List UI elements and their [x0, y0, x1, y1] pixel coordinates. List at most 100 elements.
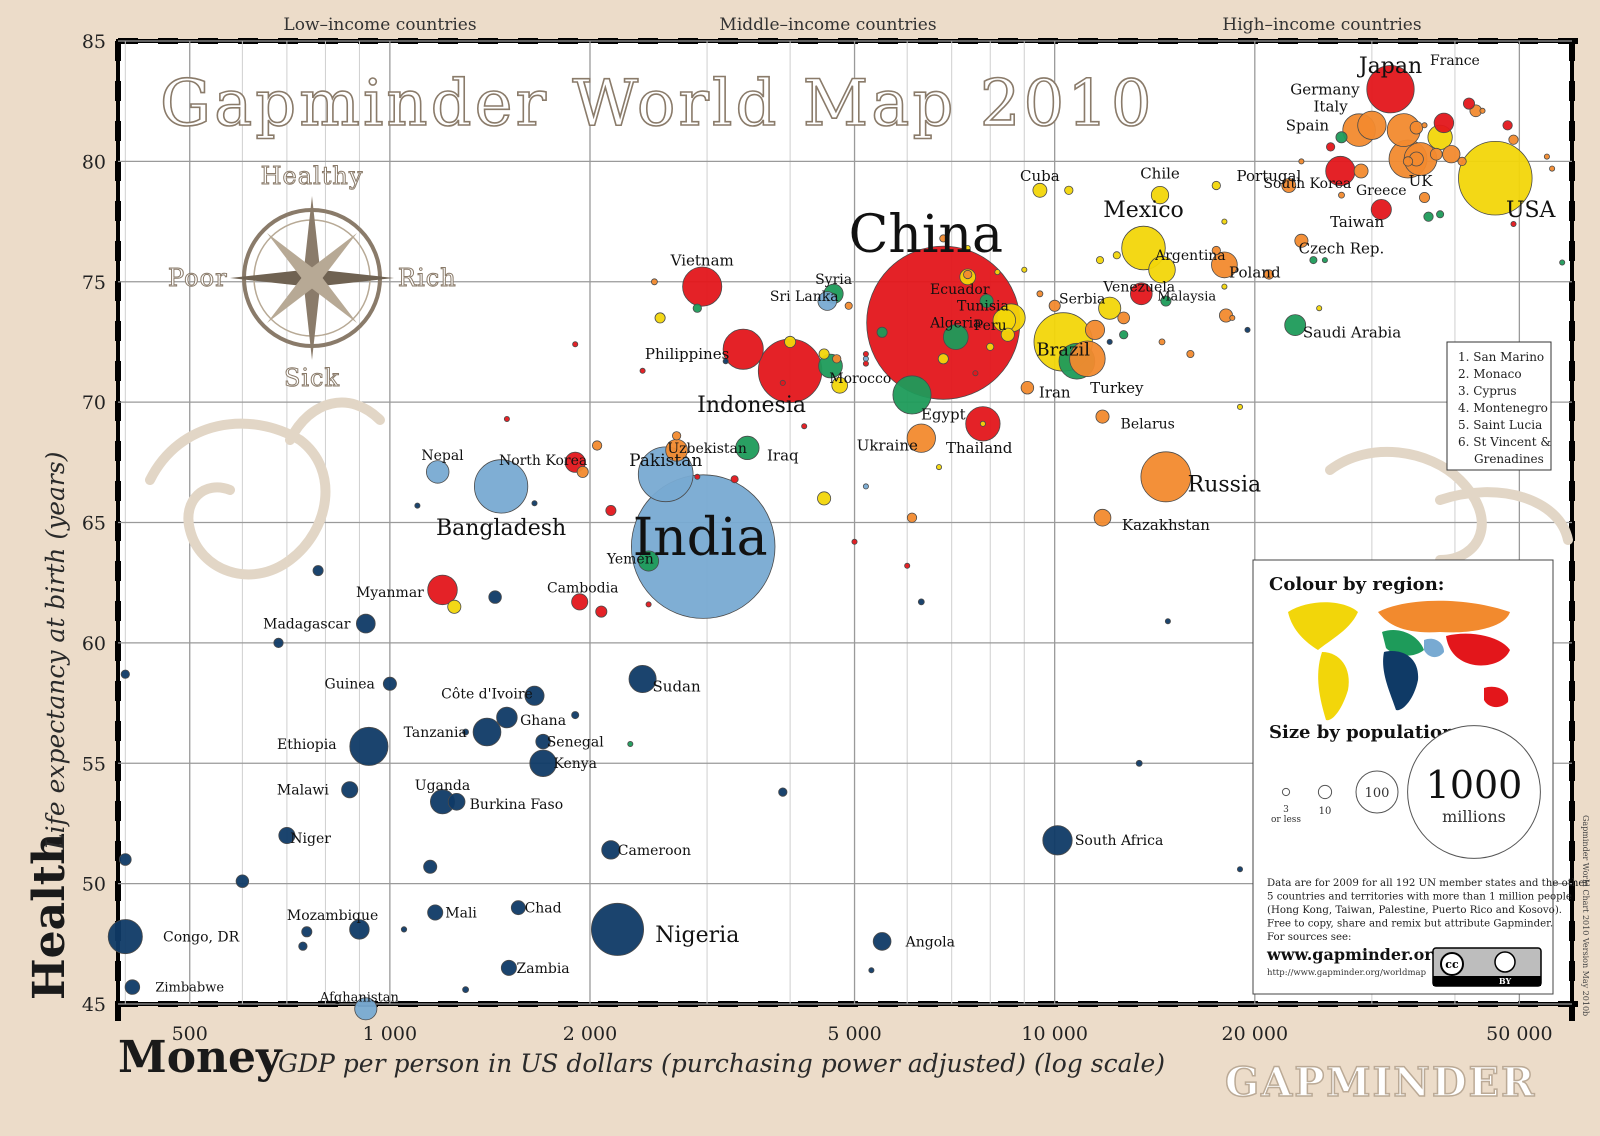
- country-label: Malaysia: [1157, 290, 1216, 305]
- ruler-segment: [115, 121, 121, 141]
- ruler-segment: [1569, 721, 1575, 741]
- country-label: China: [849, 205, 1003, 265]
- x-tick-label: 5 000: [827, 1023, 881, 1045]
- bubble: Sudan: [628, 665, 657, 694]
- bubble: Oman: [1309, 256, 1318, 265]
- ruler-segment: [1569, 321, 1575, 341]
- bubble: Nepal: [426, 460, 450, 484]
- bubble: Turkmenistan: [906, 512, 918, 523]
- country-label: Myanmar: [356, 585, 424, 601]
- bubble: Kiribati: [904, 562, 911, 569]
- ruler-segment: [115, 41, 121, 61]
- bubble: Philippines: [722, 328, 764, 370]
- ruler-segment: [1569, 961, 1575, 981]
- legend-region-shape: [1288, 602, 1358, 650]
- bubble: Kenya: [529, 749, 557, 778]
- y-tick-labels: 45 50 55 60 65 70 75 80 85: [82, 31, 106, 1016]
- bubble: Denmark: [1419, 191, 1431, 203]
- bubble: Nigeria: [591, 902, 645, 956]
- country-label: Egypt: [921, 405, 966, 423]
- numbered-list-item: Grenadines: [1474, 452, 1544, 466]
- ruler-segment: [115, 641, 121, 661]
- legend-note-line: (Hong Kong, Taiwan, Palestine, Puerto Ri…: [1267, 904, 1562, 916]
- bubble: Sri Lanka: [817, 291, 838, 311]
- bubble: Mauritania: [571, 711, 580, 720]
- country-label: Tunisia: [957, 299, 1009, 315]
- ruler-segment: [115, 881, 121, 901]
- bubble: Poland: [1211, 251, 1238, 279]
- country-label: Malawi: [277, 783, 329, 799]
- country-label: Burkina Faso: [470, 797, 564, 813]
- bubble: Guatemala: [831, 376, 848, 394]
- country-label: Kazakhstan: [1122, 516, 1210, 534]
- y-axis-label-italic: Life expectancy at birth (years): [41, 452, 70, 851]
- bubble: Brunei: [1510, 220, 1517, 227]
- bubble: Czech Rep.: [1294, 233, 1309, 248]
- bubble: Jordan: [876, 326, 888, 338]
- ruler-segment: [1569, 81, 1575, 101]
- bubble: Nauru: [851, 538, 858, 545]
- bubble: New Zealand: [1326, 142, 1336, 152]
- bubble: Cuba: [1032, 182, 1048, 198]
- ruler-segment: [1569, 361, 1575, 381]
- bubble: Burkina Faso: [447, 792, 466, 811]
- ruler-segment: [115, 241, 121, 261]
- legend-region-shape: [1424, 638, 1444, 658]
- bubble: Djibouti: [627, 741, 634, 748]
- country-label: Portugal: [1237, 167, 1302, 185]
- country-label: Bangladesh: [436, 516, 566, 541]
- bubble: Haiti: [447, 599, 462, 614]
- bubble: Puerto Rico: [1211, 180, 1221, 191]
- country-label: Indonesia: [697, 393, 806, 418]
- legend-size-circle: [1281, 787, 1291, 797]
- legend-size-title: Size by population:: [1269, 722, 1462, 743]
- ruler-segment: [115, 361, 121, 381]
- bubble: Palestine: [692, 303, 702, 313]
- bubble: Marshall Isl.: [639, 367, 646, 374]
- x-axis-label-italic: GDP per person in US dollars (purchasing…: [278, 1049, 1165, 1078]
- bubble: Belarus: [1095, 409, 1110, 424]
- country-label: Mexico: [1103, 198, 1184, 223]
- side-note: Gapminder World Chart 2010 Version May 2…: [1581, 815, 1590, 1016]
- country-label: Zambia: [517, 961, 570, 977]
- bubble: Hong Kong: [1463, 97, 1476, 110]
- bubble: Vietnam: [682, 266, 723, 307]
- bubble: Kuwait: [1436, 210, 1445, 219]
- country-label: Spain: [1286, 117, 1330, 135]
- country-label: Cuba: [1020, 167, 1060, 185]
- bubble: Israel: [1335, 131, 1348, 144]
- ruler-segment: [1569, 1001, 1575, 1021]
- country-label: Saudi Arabia: [1303, 324, 1401, 342]
- ruler-segment: [115, 601, 121, 621]
- legend-panel: Colour by region: Size by population: 3or …: [1252, 559, 1589, 995]
- ruler-segment: [1569, 481, 1575, 501]
- ruler-segment: [1569, 761, 1575, 781]
- bubble: Angola: [872, 932, 892, 951]
- bubble: Chad: [510, 900, 526, 916]
- income-band-label: Low–income countries: [283, 15, 476, 35]
- bubble: Japan: [1366, 65, 1415, 114]
- ruler-segment: [115, 321, 121, 341]
- bubble: Uruguay: [1112, 251, 1121, 260]
- bubble: Argentina: [1148, 256, 1176, 284]
- country-label: Czech Rep.: [1299, 239, 1385, 257]
- bubble: Afghanistan: [354, 997, 378, 1021]
- by-icon-label: BY: [1499, 976, 1512, 986]
- bubble: Kazakhstan: [1093, 508, 1112, 527]
- bubble: Barbados: [1221, 218, 1228, 225]
- country-label: Ghana: [520, 713, 566, 729]
- bubble: Tonga: [862, 350, 869, 357]
- country-label: Turkey: [1090, 379, 1144, 397]
- ruler-segment: [1569, 241, 1575, 261]
- bubble: Micronesia: [572, 341, 579, 348]
- numbered-box-frame: [1446, 341, 1552, 471]
- compass-label-south: Sick: [284, 364, 340, 392]
- legend-note-line: Data are for 2009 for all 192 UN member …: [1267, 878, 1589, 889]
- bubble: Mongolia: [730, 475, 739, 484]
- decorations: [145, 397, 1573, 580]
- country-label: Pakistan: [629, 451, 702, 471]
- ruler-segment: [115, 681, 121, 701]
- legend-region-shape: [1318, 652, 1349, 721]
- bubble: Samoa: [862, 360, 869, 367]
- country-label: South Korea: [1263, 176, 1351, 192]
